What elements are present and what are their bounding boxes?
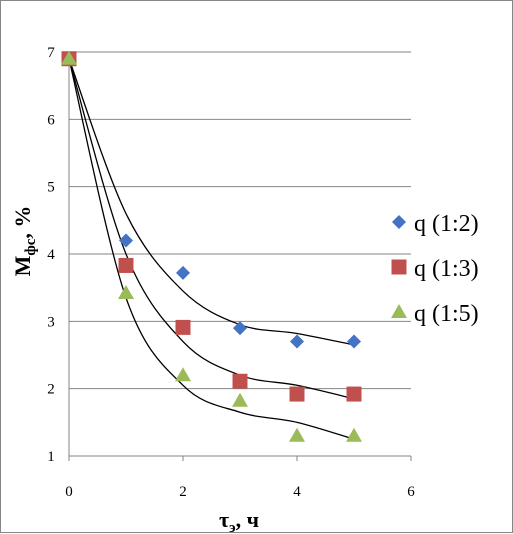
data-point [347,334,361,349]
data-point [233,321,247,336]
y-tick-label: 4 [47,247,55,263]
x-tick-label: 0 [65,484,73,500]
data-point [289,386,305,402]
data-point [232,392,248,407]
legend-label: q (1:3) [414,256,479,282]
y-tick-label: 5 [47,180,55,196]
legend-marker [392,215,406,229]
y-tick-label: 2 [47,382,55,398]
axes [68,52,412,461]
x-tick-label: 2 [179,484,187,500]
y-tick-label: 1 [47,449,55,465]
data-point [289,427,305,442]
trendlines [68,58,355,440]
data-point [61,50,77,65]
y-axis-title: Мфс, % [10,206,39,277]
trendline [68,58,355,400]
y-tick-label: 3 [47,314,55,330]
gridlines [69,51,411,390]
y-tick-label: 7 [47,45,55,61]
x-tick-label: 6 [407,484,415,500]
data-point [175,319,191,335]
legend-label: q (1:5) [414,301,479,327]
data-point [175,367,191,382]
tick-labels: 1 2 3 4 5 6 7 0 2 4 6 [47,45,415,500]
x-tick-label: 4 [293,484,301,500]
legend-marker [391,259,407,275]
data-point [176,265,190,280]
legend-label: q (1:2) [414,211,479,237]
x-axis-title: τэ, ч [219,507,259,534]
legend-marker [391,304,407,318]
data-point [232,373,248,389]
data-point [346,427,362,442]
data-point [290,334,304,349]
y-tick-label: 6 [47,112,55,128]
trendline [68,58,355,346]
legend: q (1:2) q (1:3) q (1:5) [391,211,479,327]
data-points [61,50,362,442]
data-point [119,233,133,248]
data-point [118,257,134,273]
trendline [68,58,355,440]
data-point [118,285,134,300]
data-point [346,386,362,402]
